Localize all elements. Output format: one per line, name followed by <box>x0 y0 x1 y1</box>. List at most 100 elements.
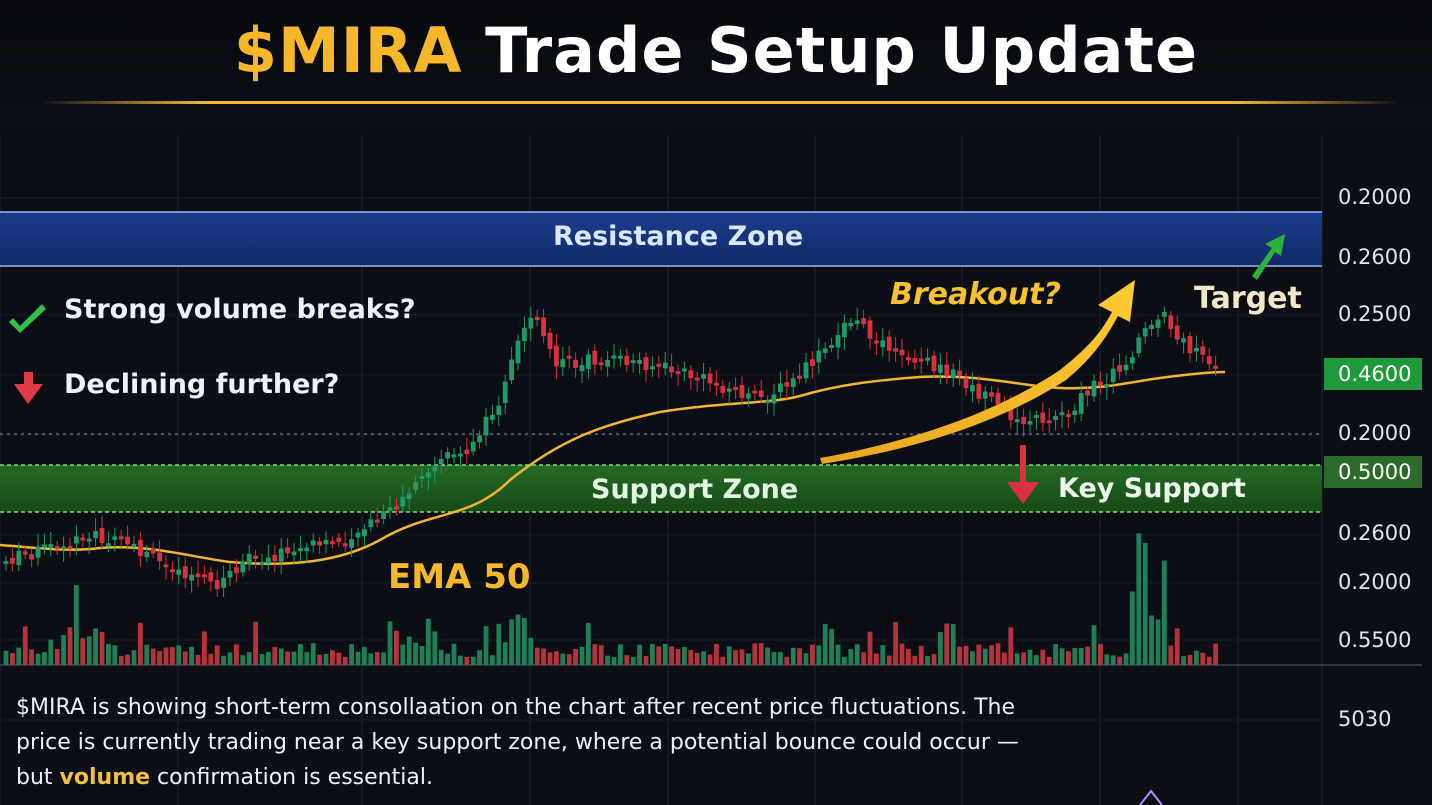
volume-bar <box>726 646 732 665</box>
volume-bar <box>330 650 335 665</box>
candle-body <box>22 551 28 555</box>
candle-body <box>950 369 956 379</box>
candle-body <box>355 532 361 538</box>
candle-body <box>592 350 598 365</box>
volume-bar <box>790 647 796 665</box>
volume-bar <box>605 655 610 665</box>
candle-body <box>278 548 284 562</box>
volume-bar <box>611 656 617 665</box>
candle-body <box>656 363 662 367</box>
volume-bar <box>470 656 476 665</box>
volume-bar <box>1181 656 1186 665</box>
volume-bar <box>592 644 598 665</box>
volume-bar <box>1174 628 1180 665</box>
candle-body <box>1123 364 1129 371</box>
volume-bar <box>61 635 66 665</box>
volume-bar <box>822 623 828 665</box>
volume-bar <box>662 643 668 665</box>
volume-bar <box>861 652 866 665</box>
volume-bar <box>48 639 54 665</box>
volume-bar <box>880 645 886 665</box>
support-zone-label: Support Zone <box>591 474 799 505</box>
volume-bar <box>771 652 777 665</box>
breakout-arrow <box>820 280 1135 464</box>
candle-body <box>1078 392 1084 414</box>
candle-body <box>291 551 297 556</box>
candle-body <box>406 493 412 499</box>
candle-body <box>944 364 950 377</box>
candle-body <box>61 546 66 550</box>
volume-bar <box>573 648 578 665</box>
candle-body <box>835 335 841 348</box>
candle-body <box>803 362 809 379</box>
candle-body <box>272 554 278 561</box>
candle-body <box>829 344 834 348</box>
candle-body <box>758 390 764 398</box>
candle-body <box>694 377 700 381</box>
volume-bar <box>406 636 412 665</box>
candle-body <box>1091 380 1097 397</box>
volume-bar <box>963 645 969 665</box>
resistance-zone-label: Resistance Zone <box>553 221 804 252</box>
candle-body <box>54 546 60 550</box>
volume-bar <box>483 626 489 665</box>
volume-bar <box>899 643 905 665</box>
candle-body <box>566 355 572 359</box>
candle-body <box>963 377 969 389</box>
candle-body <box>1098 381 1103 386</box>
volume-bar <box>189 646 194 665</box>
volume-bar <box>374 652 380 665</box>
candle-body <box>426 472 431 478</box>
candle-body <box>1187 336 1193 354</box>
volume-bar <box>336 652 342 665</box>
volume-highlight: volume <box>59 765 151 790</box>
volume-bar <box>528 637 534 665</box>
volume-bar <box>291 651 297 665</box>
volume-bar <box>221 655 226 665</box>
volume-bar <box>259 654 265 665</box>
resistance-zone <box>0 212 1322 266</box>
candle-body <box>618 355 623 359</box>
candle-body <box>496 405 502 416</box>
volume-bar <box>758 643 764 665</box>
volume-bar <box>125 654 130 665</box>
volume-bar <box>99 631 105 665</box>
candle-body <box>99 528 105 544</box>
candle-body <box>170 569 175 573</box>
volume-bar <box>202 631 207 665</box>
target-label: Target <box>1194 281 1302 316</box>
volume-bar <box>656 646 662 665</box>
candle-body <box>195 573 201 577</box>
price-label: 0.2500 <box>1338 302 1412 326</box>
price-label: 0.2000 <box>1338 570 1412 594</box>
volume-bar <box>157 651 162 665</box>
volume-bar <box>144 644 150 665</box>
candle-body <box>35 546 41 558</box>
candle-body <box>688 370 694 379</box>
volume-bar <box>240 655 246 665</box>
candle-body <box>1066 413 1071 417</box>
volume-bar <box>586 623 591 665</box>
candle-body <box>1194 347 1199 352</box>
candle-body <box>701 374 706 379</box>
candle-body <box>522 327 527 342</box>
volume-bar <box>835 644 841 665</box>
volume-bar <box>1046 656 1052 665</box>
volume-bar <box>1110 655 1116 665</box>
volume-bar <box>112 645 118 665</box>
candle-body <box>976 383 982 399</box>
volume-bar <box>1187 654 1193 665</box>
volume-bar <box>995 643 1001 665</box>
candle-body <box>163 564 169 568</box>
candle-body <box>970 384 975 392</box>
candle-body <box>419 475 425 479</box>
candle-body <box>202 574 207 578</box>
price-label: 0.4600 <box>1324 358 1422 390</box>
volume-bar <box>650 644 655 665</box>
candle-body <box>867 320 873 339</box>
candle-body <box>1046 420 1052 424</box>
volume-bar <box>10 653 15 665</box>
price-label: 0.2000 <box>1338 421 1412 445</box>
candle-body <box>861 318 866 325</box>
volume-bar <box>1066 651 1071 665</box>
